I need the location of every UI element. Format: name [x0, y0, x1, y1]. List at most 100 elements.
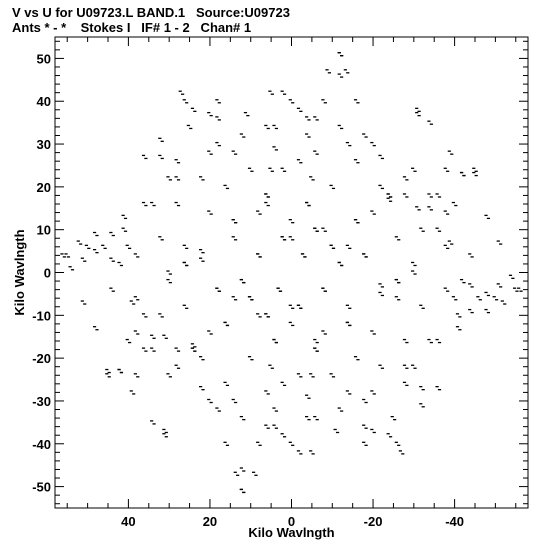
uv-point [239, 124, 344, 421]
uv-point [215, 253, 368, 292]
uv-point [68, 266, 515, 279]
uv-point [92, 214, 491, 331]
uv-point [256, 253, 327, 292]
uv-point [182, 99, 401, 446]
uv-point [256, 253, 327, 292]
uv-point [239, 133, 344, 412]
uv-point [133, 210, 450, 335]
uv-point [166, 167, 417, 378]
tick-labels: 40 20 0 -20 -40 -50 -40 -30 -20 -10 0 10 20 30 40 50 [32, 51, 464, 529]
uv-point [256, 227, 327, 318]
uv-point [198, 248, 385, 297]
uv-point [264, 124, 319, 421]
x-tick-label: 0 [288, 514, 295, 529]
uv-point [239, 52, 344, 494]
uv-point [109, 231, 474, 314]
uv-point [272, 146, 311, 399]
uv-point [64, 253, 519, 292]
uv-point [252, 69, 331, 476]
uv-point [141, 201, 442, 344]
uv-point [288, 99, 295, 446]
uv-point [133, 244, 450, 301]
uv-point [174, 193, 409, 352]
y-tick-label: 20 [37, 180, 51, 195]
uv-point [231, 236, 352, 309]
uv-point [288, 219, 295, 327]
uv-point [280, 90, 303, 455]
uv-point [117, 261, 466, 284]
uv-point [276, 253, 307, 292]
uv-point [150, 201, 433, 344]
uv-point [247, 167, 336, 378]
y-tick-label: 50 [37, 51, 51, 66]
uv-point [231, 219, 352, 327]
uv-point [101, 244, 482, 301]
uv-point [105, 171, 478, 374]
uv-point [243, 111, 340, 434]
uv-point [186, 124, 397, 421]
uv-point [247, 244, 336, 301]
uv-point [198, 184, 385, 361]
uv-point [272, 124, 311, 421]
uv-point [105, 167, 478, 378]
uv-point [117, 171, 466, 374]
uv-point [129, 150, 454, 395]
uv-point [182, 236, 401, 309]
uv-point [215, 133, 368, 412]
uv-point [280, 107, 303, 438]
uv-point [272, 201, 311, 344]
uv-point [166, 261, 417, 284]
uv-point [121, 214, 462, 331]
uv-point [198, 257, 385, 288]
uv-point [264, 201, 319, 344]
uv-point [239, 73, 344, 472]
x-tick-label: -20 [364, 514, 383, 529]
uv-point [207, 210, 376, 335]
y-tick-label: -50 [32, 480, 51, 495]
uv-point [215, 116, 368, 429]
uv-point [207, 210, 376, 335]
uv-point [231, 219, 352, 327]
uv-point [207, 150, 376, 395]
uv-point [256, 210, 327, 335]
y-axis-label: Kilo Wavlngth [12, 229, 27, 315]
uv-point [141, 193, 442, 352]
x-axis-label: Kilo Wavlngth [248, 525, 334, 540]
uv-point [239, 52, 344, 494]
uv-point [60, 253, 523, 292]
y-tick-label: -40 [32, 437, 51, 452]
y-tick-label: -30 [32, 394, 51, 409]
chart-subtitle: Ants * - * Stokes I IF# 1 - 2 Chan# 1 [12, 20, 252, 35]
uv-point [174, 201, 409, 344]
uv-point [215, 253, 368, 292]
uv-point [141, 227, 442, 318]
plot-frame [54, 36, 529, 509]
uv-point [76, 240, 507, 305]
y-tick-label: 0 [44, 266, 51, 281]
uv-point [268, 176, 315, 369]
chart-title: V vs U for U09723.L BAND.1 Source:U09723 [12, 5, 290, 20]
uv-point [158, 236, 425, 309]
uv-point [141, 154, 442, 391]
uv-point [84, 244, 499, 301]
uv-point [223, 159, 360, 387]
x-tick-label: 40 [121, 514, 135, 529]
uv-point [92, 248, 491, 297]
uv-point [264, 150, 319, 395]
uv-point [133, 167, 450, 378]
uv-point [162, 111, 421, 434]
uv-point [166, 176, 417, 369]
uv-point [150, 193, 433, 352]
uv-point [231, 150, 352, 395]
uv-point [125, 201, 458, 344]
uv-point [125, 244, 458, 301]
uv-point [231, 244, 352, 301]
uv-point [239, 261, 344, 284]
x-tick-label: 20 [203, 514, 217, 529]
uv-point [174, 159, 409, 387]
y-tick-label: -20 [32, 351, 51, 366]
uv-point [247, 244, 336, 301]
uv-point [158, 137, 425, 408]
uv-point [198, 154, 385, 391]
